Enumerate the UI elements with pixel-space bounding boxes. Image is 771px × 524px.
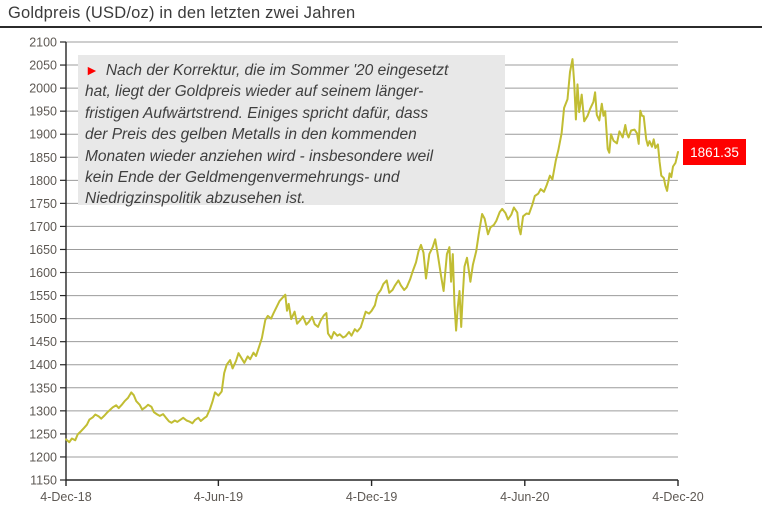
y-tick-label: 1250 bbox=[29, 427, 57, 441]
y-tick-label: 1750 bbox=[29, 197, 57, 211]
y-tick-label: 1850 bbox=[29, 151, 57, 165]
annotation-line: der Preis des gelben Metalls in den komm… bbox=[85, 126, 417, 144]
y-tick-label: 1150 bbox=[30, 474, 57, 488]
y-tick-label: 1950 bbox=[29, 105, 57, 119]
annotation-box: ► Nach der Korrektur, die im Sommer '20 e… bbox=[78, 55, 505, 207]
annotation-line: hat, liegt der Goldpreis wieder auf sein… bbox=[85, 83, 424, 101]
y-tick-label: 1550 bbox=[29, 289, 57, 303]
y-tick-label: 1200 bbox=[29, 450, 57, 464]
y-tick-label: 1350 bbox=[29, 381, 57, 395]
y-tick-label: 1450 bbox=[29, 335, 57, 349]
annotation-line: Niedrigzinspolitik abzusehen ist. bbox=[85, 190, 306, 208]
y-tick-label: 1800 bbox=[29, 174, 57, 188]
x-tick-label: 4-Jun-20 bbox=[500, 490, 549, 504]
chart-title: Goldpreis (USD/oz) in den letzten zwei J… bbox=[8, 4, 356, 22]
annotation-line: Monaten wieder anziehen wird - insbesond… bbox=[85, 147, 434, 165]
annotation-line: kein Ende der Geldmengenvermehrungs- und bbox=[85, 169, 400, 187]
title-underline bbox=[0, 26, 762, 28]
red-arrow-icon: ► bbox=[85, 62, 99, 78]
y-tick-label: 1700 bbox=[29, 220, 57, 234]
y-tick-label: 1300 bbox=[29, 404, 57, 418]
y-tick-label: 1600 bbox=[29, 266, 57, 280]
x-tick-label: 4-Dec-18 bbox=[40, 490, 91, 504]
y-tick-label: 2050 bbox=[29, 59, 57, 73]
y-tick-label: 2100 bbox=[29, 36, 57, 50]
annotation-text: Nach der Korrektur, die im Sommer '20 ei… bbox=[105, 62, 449, 79]
y-tick-label: 1900 bbox=[29, 128, 57, 142]
annotation-line: ► Nach der Korrektur, die im Sommer '20 e… bbox=[85, 60, 499, 81]
last-price-badge: 1861.35 bbox=[683, 139, 746, 166]
y-tick-label: 1500 bbox=[29, 312, 57, 326]
y-tick-label: 1650 bbox=[29, 243, 57, 257]
y-tick-label: 1400 bbox=[29, 358, 57, 372]
x-tick-label: 4-Jun-19 bbox=[194, 490, 243, 504]
x-tick-label: 4-Dec-20 bbox=[652, 490, 703, 504]
x-tick-label: 4-Dec-19 bbox=[346, 490, 397, 504]
annotation-line: fristigen Aufwärtstrend. Einiges spricht… bbox=[85, 104, 429, 122]
gold-price-line bbox=[65, 58, 679, 444]
y-tick-label: 2000 bbox=[29, 82, 57, 96]
